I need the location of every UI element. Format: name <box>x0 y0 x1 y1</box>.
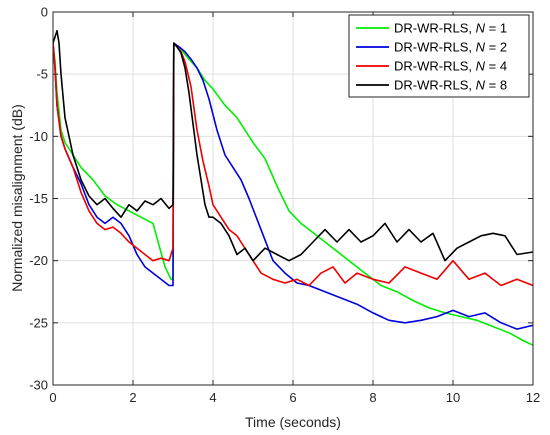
y-tick-label: 0 <box>41 5 48 20</box>
x-tick-label: 2 <box>129 390 136 405</box>
x-tick-label: 0 <box>49 390 56 405</box>
y-axis-label: Normalized misalignment (dB) <box>9 104 25 292</box>
series-layer <box>53 29 533 346</box>
legend-entry: DR-WR-RLS, N = 1 <box>394 21 507 36</box>
y-tick-label: -25 <box>29 315 48 330</box>
series-line-n4 <box>53 42 533 287</box>
grid-lines <box>53 12 533 385</box>
legend-entry: DR-WR-RLS, N = 2 <box>394 40 507 55</box>
x-axis-label: Time (seconds) <box>245 414 341 430</box>
x-tick-label: 10 <box>446 390 460 405</box>
series-line-n1 <box>53 42 533 346</box>
y-tick-label: -20 <box>29 253 48 268</box>
y-tick-label: -15 <box>29 191 48 206</box>
x-tick-label: 8 <box>369 390 376 405</box>
x-tick-label: 4 <box>209 390 216 405</box>
legend-entry: DR-WR-RLS, N = 8 <box>394 78 507 93</box>
y-tick-label: -10 <box>29 129 48 144</box>
y-axis: 0 -5 -10 -15 -20 -25 -30 <box>29 5 533 393</box>
legend: DR-WR-RLS, N = 1 DR-WR-RLS, N = 2 DR-WR-RL… <box>348 14 530 98</box>
series-line-n2 <box>53 42 533 330</box>
x-tick-label: 6 <box>289 390 296 405</box>
legend-entry: DR-WR-RLS, N = 4 <box>394 59 507 74</box>
x-tick-label: 12 <box>526 390 540 405</box>
y-tick-label: -30 <box>29 378 48 393</box>
x-axis: 0 2 4 6 8 10 12 <box>49 12 540 405</box>
y-tick-label: -5 <box>36 67 48 82</box>
series-line-n8 <box>53 29 533 262</box>
